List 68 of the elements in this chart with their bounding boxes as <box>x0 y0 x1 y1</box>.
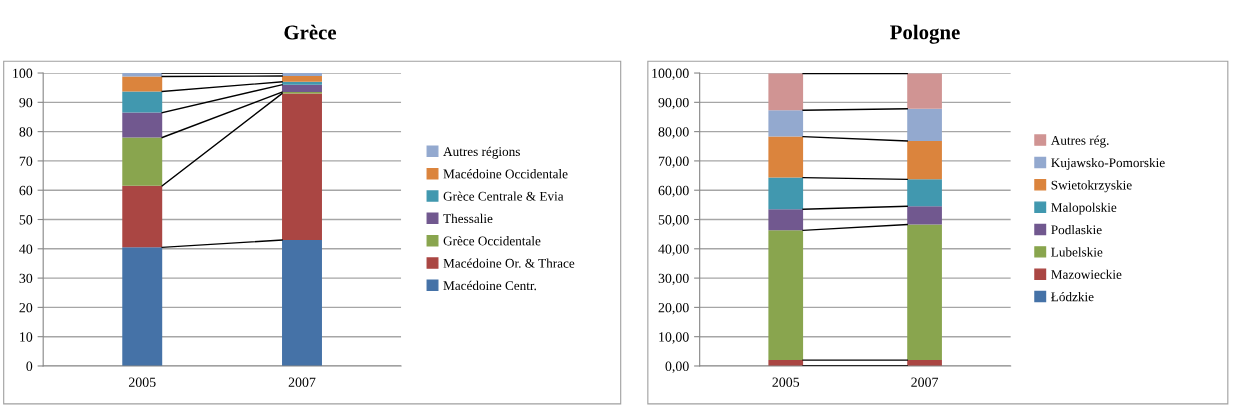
legend-label: Mazowieckie <box>1051 269 1122 279</box>
bar <box>282 75 322 82</box>
y-tick-label: 40,00 <box>658 244 689 256</box>
chart-title: Grèce <box>284 24 337 40</box>
bar <box>282 240 322 366</box>
y-tick-label: 40 <box>19 244 33 254</box>
bar <box>282 81 322 85</box>
x-tick-label: 2007 <box>288 377 316 387</box>
bar <box>282 93 322 241</box>
legend-label: Podlaskie <box>1051 224 1102 235</box>
bar <box>122 185 163 248</box>
y-tick-label: 60 <box>19 185 33 196</box>
legend-label: Łódzkie <box>1051 291 1094 302</box>
bar <box>122 73 163 77</box>
y-tick-label: 90,00 <box>658 97 689 110</box>
y-tick-label: 50 <box>19 215 33 225</box>
y-tick-label: 0,00 <box>665 361 689 373</box>
legend-label: Swietokrzyskie <box>1051 180 1132 193</box>
bar <box>282 73 322 76</box>
legend-label: Kujawsko-Pomorskie <box>1051 157 1165 170</box>
legend-label: Macédoine Centr. <box>443 280 536 291</box>
bar <box>907 206 942 225</box>
legend-label: Autres rég. <box>1050 135 1109 148</box>
bar <box>122 112 163 138</box>
bar <box>768 209 804 231</box>
y-tick-label: 20,00 <box>658 302 689 315</box>
bar <box>907 179 942 207</box>
bar <box>907 141 942 180</box>
y-tick-label: 0 <box>26 361 33 371</box>
y-tick-label: 90 <box>19 97 33 108</box>
bar <box>768 230 804 361</box>
y-tick-label: 10,00 <box>659 332 689 344</box>
y-tick-label: 80 <box>19 127 33 137</box>
bar <box>282 84 322 93</box>
legend-label: Grèce Occidentale <box>443 236 541 246</box>
y-tick-label: 30,00 <box>658 273 689 286</box>
y-tick-label: 10 <box>20 332 33 342</box>
y-tick-label: 100,00 <box>652 68 689 80</box>
bar <box>768 136 804 178</box>
legend-label: Thessalie <box>443 213 493 224</box>
chart-title: Pologne <box>890 24 960 44</box>
bar <box>768 177 804 210</box>
x-tick-label: 2005 <box>128 377 156 387</box>
y-tick-label: 100 <box>13 68 33 78</box>
bar <box>768 73 804 111</box>
bar <box>122 91 163 113</box>
y-tick-label: 50,00 <box>658 215 689 227</box>
y-tick-label: 60,00 <box>658 185 689 198</box>
y-tick-label: 30 <box>19 273 33 284</box>
legend-label: Grèce Centrale & Evia <box>443 191 564 201</box>
y-tick-label: 70,00 <box>658 156 689 168</box>
y-tick-label: 80,00 <box>658 127 689 139</box>
bar <box>122 76 163 92</box>
x-tick-label: 2005 <box>772 377 800 387</box>
bar <box>122 247 163 366</box>
legend-label: Macédoine Or. & Thrace <box>443 258 575 268</box>
legend-label: Autres régions <box>443 146 520 159</box>
bar <box>907 73 942 109</box>
bar <box>907 108 942 141</box>
y-tick-label: 20 <box>19 302 33 313</box>
legend-label: Lubelskie <box>1051 247 1103 257</box>
bar <box>768 110 804 137</box>
bar <box>122 137 163 186</box>
bar <box>907 224 942 361</box>
legend-label: Malopolskie <box>1051 202 1117 215</box>
x-tick-label: 2007 <box>911 377 939 387</box>
legend-label: Macédoine Occidentale <box>443 169 568 179</box>
y-tick-label: 70 <box>19 156 33 166</box>
